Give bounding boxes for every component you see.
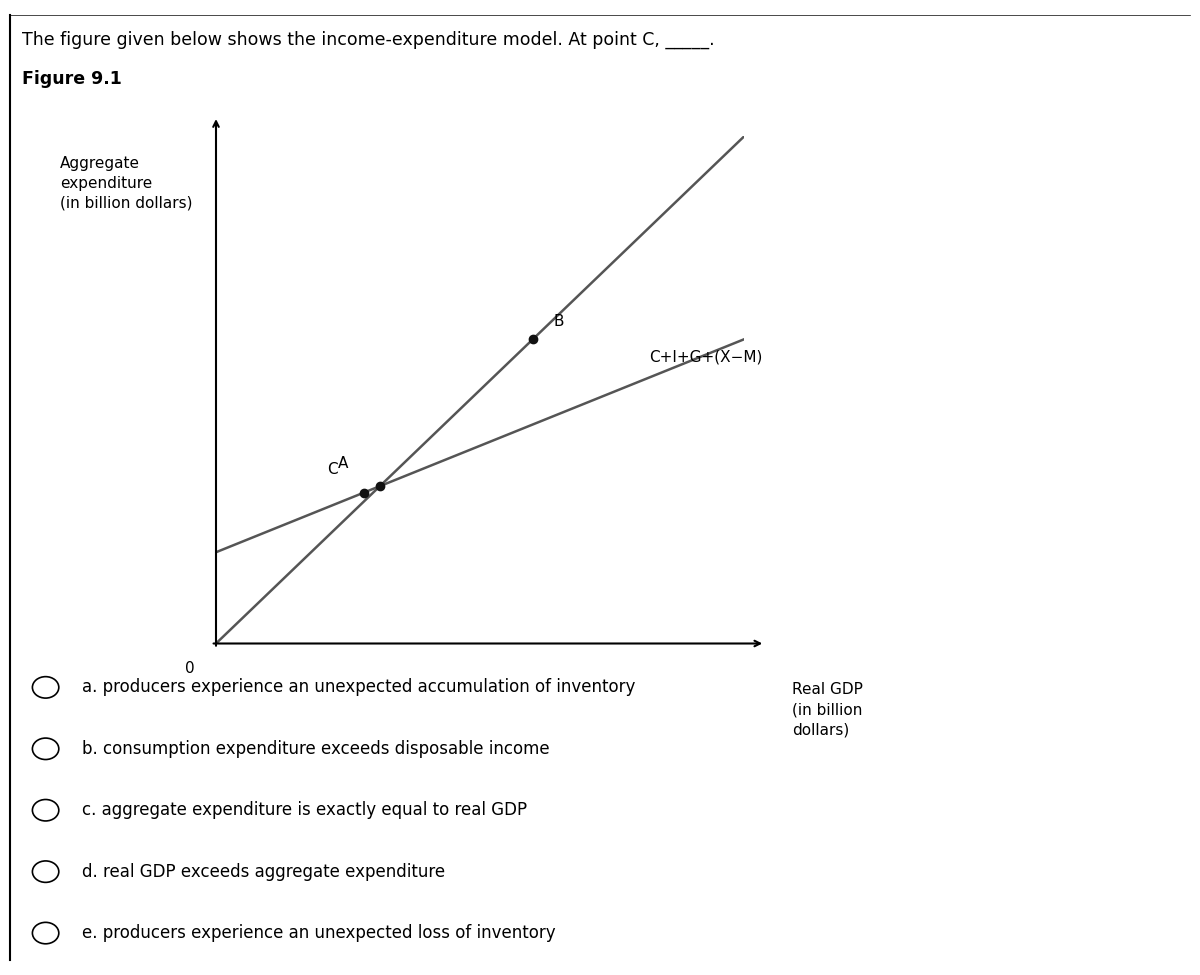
Text: B: B (554, 314, 564, 330)
Text: e. producers experience an unexpected loss of inventory: e. producers experience an unexpected lo… (82, 924, 556, 942)
Text: C: C (326, 462, 337, 478)
Text: b. consumption expenditure exceeds disposable income: b. consumption expenditure exceeds dispo… (82, 740, 550, 758)
Text: Figure 9.1: Figure 9.1 (22, 70, 121, 88)
Text: A: A (337, 456, 348, 471)
Text: d. real GDP exceeds aggregate expenditure: d. real GDP exceeds aggregate expenditur… (82, 863, 445, 880)
Text: The figure given below shows the income-expenditure model. At point C, _____.: The figure given below shows the income-… (22, 31, 714, 50)
Text: Aggregate
expenditure
(in billion dollars): Aggregate expenditure (in billion dollar… (60, 156, 192, 211)
Text: C+I+G+(X−M): C+I+G+(X−M) (649, 350, 762, 365)
Text: 0: 0 (185, 661, 194, 677)
Text: c. aggregate expenditure is exactly equal to real GDP: c. aggregate expenditure is exactly equa… (82, 801, 527, 819)
Text: Real GDP
(in billion
dollars): Real GDP (in billion dollars) (792, 682, 863, 737)
Text: a. producers experience an unexpected accumulation of inventory: a. producers experience an unexpected ac… (82, 679, 635, 696)
